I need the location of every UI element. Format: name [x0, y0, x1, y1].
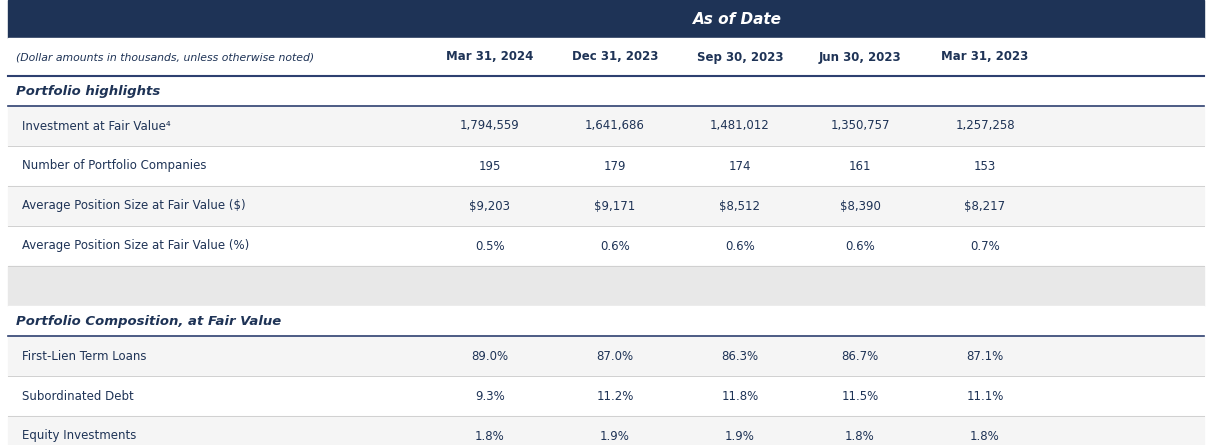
- Text: 1.9%: 1.9%: [725, 429, 755, 442]
- Text: Portfolio Composition, at Fair Value: Portfolio Composition, at Fair Value: [16, 315, 281, 328]
- Text: 153: 153: [974, 159, 996, 173]
- Bar: [8, 38, 1204, 76]
- Text: Equity Investments: Equity Investments: [22, 429, 137, 442]
- Text: 1,794,559: 1,794,559: [461, 120, 520, 133]
- Bar: [8, 376, 1204, 416]
- Text: 0.7%: 0.7%: [970, 239, 1000, 252]
- Text: 11.1%: 11.1%: [966, 389, 1004, 402]
- Text: 1.8%: 1.8%: [970, 429, 1000, 442]
- Text: 1.9%: 1.9%: [600, 429, 630, 442]
- Text: Jun 30, 2023: Jun 30, 2023: [818, 50, 902, 64]
- Text: Investment at Fair Value⁴: Investment at Fair Value⁴: [22, 120, 171, 133]
- Text: Sep 30, 2023: Sep 30, 2023: [697, 50, 783, 64]
- Text: 1.8%: 1.8%: [845, 429, 875, 442]
- Bar: [8, 416, 1204, 445]
- Text: Subordinated Debt: Subordinated Debt: [22, 389, 133, 402]
- Text: 86.7%: 86.7%: [841, 349, 879, 363]
- Text: $8,512: $8,512: [720, 199, 760, 213]
- Text: 87.1%: 87.1%: [966, 349, 1004, 363]
- Text: 1,481,012: 1,481,012: [710, 120, 770, 133]
- Text: $8,390: $8,390: [840, 199, 880, 213]
- Text: 11.2%: 11.2%: [596, 389, 634, 402]
- Text: Dec 31, 2023: Dec 31, 2023: [572, 50, 658, 64]
- Text: 89.0%: 89.0%: [471, 349, 509, 363]
- Text: Number of Portfolio Companies: Number of Portfolio Companies: [22, 159, 206, 173]
- Text: 11.5%: 11.5%: [841, 389, 879, 402]
- Text: (Dollar amounts in thousands, unless otherwise noted): (Dollar amounts in thousands, unless oth…: [16, 52, 314, 62]
- Bar: [8, 266, 1204, 306]
- Bar: [8, 226, 1204, 266]
- Text: 1.8%: 1.8%: [475, 429, 505, 442]
- Text: 195: 195: [479, 159, 502, 173]
- Text: 1,350,757: 1,350,757: [830, 120, 890, 133]
- Text: Mar 31, 2023: Mar 31, 2023: [942, 50, 1029, 64]
- Text: 1,257,258: 1,257,258: [955, 120, 1014, 133]
- Text: First-Lien Term Loans: First-Lien Term Loans: [22, 349, 147, 363]
- Bar: [8, 336, 1204, 376]
- Text: 87.0%: 87.0%: [596, 349, 634, 363]
- Bar: [8, 0, 1204, 38]
- Bar: [8, 186, 1204, 226]
- Text: 179: 179: [604, 159, 627, 173]
- Bar: [8, 76, 1204, 106]
- Text: 1,641,686: 1,641,686: [585, 120, 645, 133]
- Text: 0.6%: 0.6%: [600, 239, 630, 252]
- Text: 86.3%: 86.3%: [721, 349, 759, 363]
- Text: As of Date: As of Date: [693, 12, 782, 27]
- Text: 0.6%: 0.6%: [845, 239, 875, 252]
- Text: 161: 161: [848, 159, 871, 173]
- Bar: [8, 146, 1204, 186]
- Text: 0.5%: 0.5%: [475, 239, 505, 252]
- Bar: [8, 106, 1204, 146]
- Text: 0.6%: 0.6%: [725, 239, 755, 252]
- Text: Mar 31, 2024: Mar 31, 2024: [446, 50, 533, 64]
- Text: Average Position Size at Fair Value (%): Average Position Size at Fair Value (%): [22, 239, 250, 252]
- Text: 11.8%: 11.8%: [721, 389, 759, 402]
- Text: $8,217: $8,217: [965, 199, 1006, 213]
- Text: $9,203: $9,203: [469, 199, 510, 213]
- Text: Portfolio highlights: Portfolio highlights: [16, 85, 160, 97]
- Text: 174: 174: [728, 159, 751, 173]
- Text: Average Position Size at Fair Value ($): Average Position Size at Fair Value ($): [22, 199, 246, 213]
- Text: $9,171: $9,171: [594, 199, 635, 213]
- Text: 9.3%: 9.3%: [475, 389, 505, 402]
- Bar: [8, 306, 1204, 336]
